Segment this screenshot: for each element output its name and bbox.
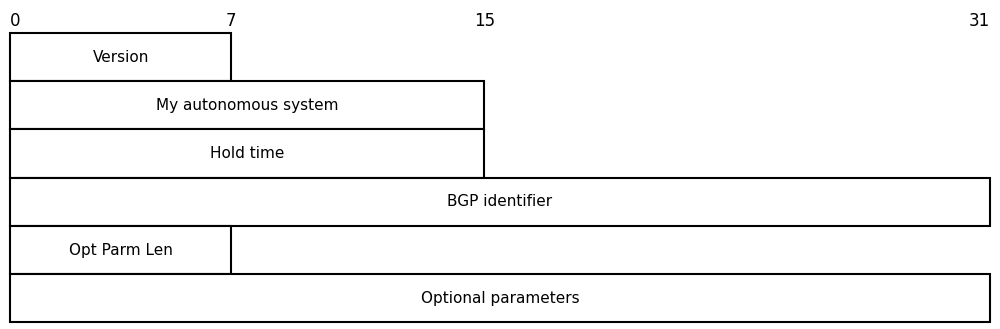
Text: Optional parameters: Optional parameters (421, 291, 579, 306)
Text: Hold time: Hold time (210, 146, 284, 161)
Bar (10, 33, 231, 81)
Text: 31: 31 (969, 12, 990, 30)
Text: 15: 15 (474, 12, 495, 30)
Text: BGP identifier: BGP identifier (447, 194, 553, 209)
Bar (10, 129, 484, 178)
Text: 7: 7 (226, 12, 237, 30)
Text: My autonomous system: My autonomous system (156, 98, 338, 113)
Bar (10, 226, 231, 274)
Bar (10, 274, 990, 322)
Bar (10, 178, 990, 226)
Text: 0: 0 (10, 12, 20, 30)
Text: Version: Version (92, 50, 149, 64)
Text: Opt Parm Len: Opt Parm Len (69, 242, 173, 258)
Bar (10, 81, 484, 129)
